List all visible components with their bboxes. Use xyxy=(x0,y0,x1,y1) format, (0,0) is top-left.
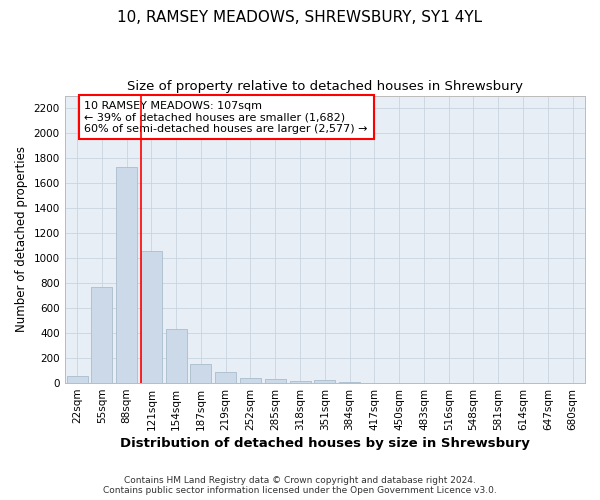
Text: 10, RAMSEY MEADOWS, SHREWSBURY, SY1 4YL: 10, RAMSEY MEADOWS, SHREWSBURY, SY1 4YL xyxy=(118,10,482,25)
Bar xyxy=(141,250,162,383)
Bar xyxy=(314,380,335,383)
Text: 10 RAMSEY MEADOWS: 107sqm
← 39% of detached houses are smaller (1,682)
60% of se: 10 RAMSEY MEADOWS: 107sqm ← 39% of detac… xyxy=(85,100,368,134)
Title: Size of property relative to detached houses in Shrewsbury: Size of property relative to detached ho… xyxy=(127,80,523,93)
Text: Contains HM Land Registry data © Crown copyright and database right 2024.
Contai: Contains HM Land Registry data © Crown c… xyxy=(103,476,497,495)
Bar xyxy=(67,376,88,383)
Bar xyxy=(166,330,187,383)
Y-axis label: Number of detached properties: Number of detached properties xyxy=(15,146,28,332)
Bar xyxy=(290,380,311,383)
Bar xyxy=(215,372,236,383)
Bar xyxy=(240,378,261,383)
Bar xyxy=(91,287,112,383)
Bar xyxy=(190,364,211,383)
Bar xyxy=(116,167,137,383)
Bar xyxy=(265,380,286,383)
Bar xyxy=(339,382,360,383)
X-axis label: Distribution of detached houses by size in Shrewsbury: Distribution of detached houses by size … xyxy=(120,437,530,450)
